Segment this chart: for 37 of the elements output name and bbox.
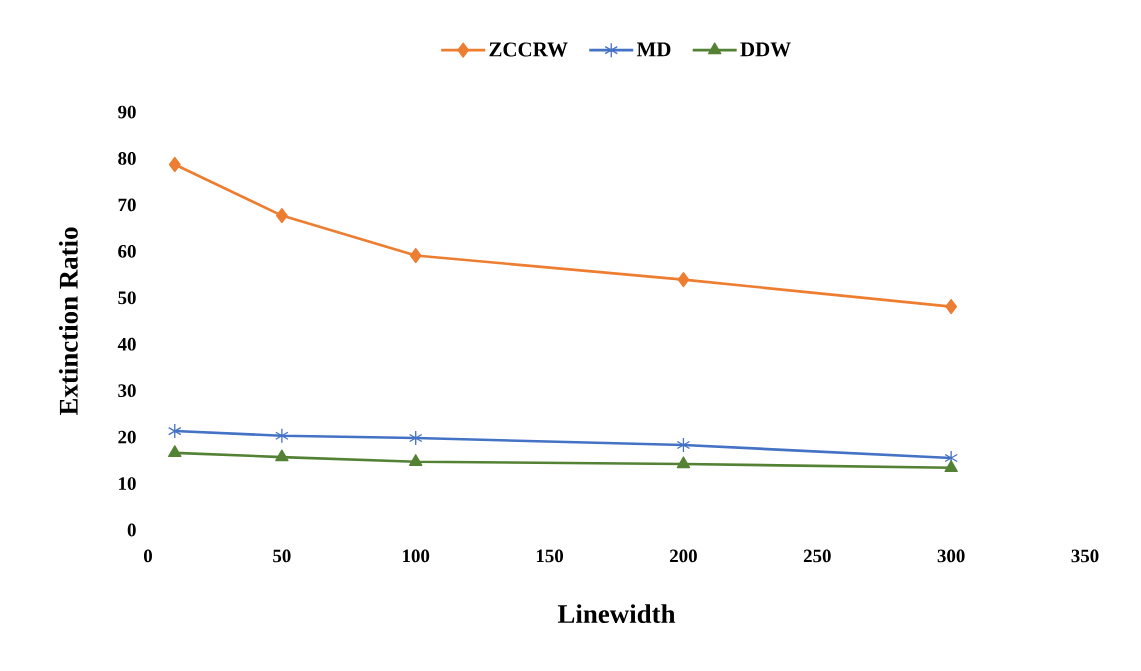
y-tick-label: 80 bbox=[118, 152, 136, 165]
y-tick-label: 60 bbox=[118, 244, 136, 258]
point bbox=[168, 156, 181, 173]
x-tick-label: 250 bbox=[803, 549, 831, 563]
point bbox=[945, 298, 958, 315]
y-tick-label: 0 bbox=[127, 523, 136, 537]
y-tick-label: 20 bbox=[118, 430, 136, 444]
point bbox=[275, 207, 288, 224]
point bbox=[275, 449, 289, 462]
x-tick-label: 0 bbox=[143, 549, 152, 563]
y-tick-label: 30 bbox=[118, 384, 136, 398]
y-tick-label: 40 bbox=[117, 337, 136, 351]
y-tick-label: 70 bbox=[118, 198, 136, 212]
y-axis-title: Extinction Ratio bbox=[58, 227, 78, 416]
x-tick-label: 100 bbox=[403, 549, 430, 563]
y-tick-label: 50 bbox=[118, 291, 136, 305]
legend-label: MD bbox=[636, 42, 671, 57]
point bbox=[168, 423, 182, 439]
x-tick-label: 200 bbox=[670, 549, 697, 563]
x-tick-label: 50 bbox=[273, 549, 291, 563]
legend-label: DDW bbox=[740, 42, 791, 57]
x-axis-title: Linewidth bbox=[557, 604, 676, 624]
point bbox=[944, 460, 958, 472]
x-tick-label: 150 bbox=[536, 549, 564, 563]
point bbox=[677, 272, 690, 288]
point bbox=[409, 430, 423, 446]
point bbox=[676, 456, 691, 469]
point bbox=[168, 445, 182, 458]
point bbox=[409, 247, 422, 264]
point bbox=[676, 437, 691, 453]
x-tick-label: 350 bbox=[1071, 549, 1099, 563]
legend-label: ZCCRW bbox=[489, 42, 568, 57]
point bbox=[275, 428, 289, 444]
x-tick-label: 300 bbox=[937, 549, 965, 563]
y-tick-label: 90 bbox=[118, 105, 136, 119]
point bbox=[409, 454, 423, 466]
y-tick-label: 10 bbox=[119, 477, 136, 490]
